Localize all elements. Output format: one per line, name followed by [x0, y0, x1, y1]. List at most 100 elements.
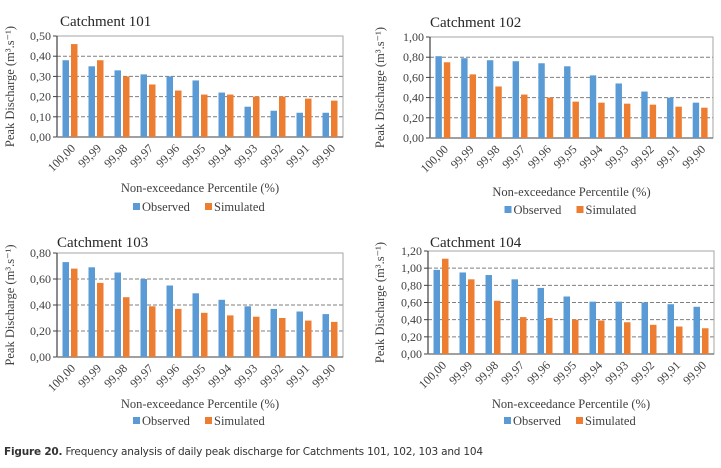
bar-simulated-99-97 — [149, 84, 156, 137]
x-tick-label: 99,98 — [101, 141, 130, 170]
x-tick-label: 99,99 — [75, 361, 104, 390]
bar-simulated-99-96 — [175, 308, 182, 357]
x-tick-label: 99,94 — [576, 142, 605, 171]
legend: Observed Simulated — [504, 414, 636, 428]
bar-observed-99-93 — [244, 306, 251, 357]
bar-observed-99-95 — [192, 80, 199, 137]
x-tick-label: 99,98 — [472, 358, 501, 387]
y-tick-label: 0,00 — [30, 130, 51, 144]
legend-label-simulated: Simulated — [586, 203, 637, 217]
y-axis-label: Peak Discharge (m³.s⁻¹) — [3, 26, 17, 147]
bar-observed-99-90 — [322, 314, 329, 357]
bar-observed-99-99 — [88, 267, 95, 357]
bar-observed-99-93 — [615, 83, 622, 138]
bar-simulated-99-95 — [572, 101, 579, 138]
bar-simulated-99-99 — [97, 60, 104, 137]
bar-observed-99-92 — [641, 91, 648, 138]
legend-swatch-observed — [133, 417, 140, 424]
x-tick-label: 99,93 — [231, 361, 260, 390]
bar-simulated-99-91 — [305, 320, 312, 357]
bar-simulated-99-90 — [331, 321, 338, 357]
legend: Observed Simulated — [133, 200, 265, 214]
bar-simulated-99-92 — [279, 318, 286, 357]
y-tick-label: 0,00 — [401, 347, 422, 361]
chart-catchment-101: Catchment 101 0,00 0,10 0,20 0,30 0,40 0,50 100… — [0, 0, 360, 225]
bar-observed-99-96 — [166, 76, 173, 137]
bar-simulated-99-99 — [468, 279, 475, 354]
bar-simulated-100-00 — [71, 268, 78, 357]
y-tick-label: 0,60 — [403, 70, 424, 84]
bar-simulated-99-99 — [469, 74, 477, 138]
bar-observed-99-95 — [564, 66, 571, 138]
legend-label-observed: Observed — [514, 203, 563, 217]
x-axis-label: Non-exceedance Percentile (%) — [121, 181, 279, 195]
x-tick-label: 99,92 — [257, 141, 286, 170]
bar-simulated-99-95 — [572, 319, 579, 354]
bar-simulated-99-95 — [201, 94, 208, 137]
chart-svg-catchment-103: Catchment 1030,000,200,400,600,80100,009… — [3, 235, 344, 428]
y-tick-label: 0,80 — [401, 278, 422, 292]
y-tick-label: 0,40 — [30, 49, 51, 63]
x-tick-label: 99,96 — [525, 142, 554, 171]
chart-catchment-104: Catchment 104 0,00 0,20 0,40 0,60 0,80 1,00 1,2… — [370, 228, 721, 438]
bar-observed-99-94 — [218, 92, 225, 137]
y-tick-label: 0,40 — [401, 313, 422, 327]
figure-caption-label: Figure 20. — [4, 446, 63, 458]
bar-observed-99-93 — [615, 301, 622, 354]
bar-observed-100-00 — [435, 56, 442, 138]
x-tick-label: 100,00 — [418, 142, 451, 175]
x-tick-label: 99,96 — [524, 358, 553, 387]
x-tick-label: 99,91 — [283, 361, 312, 390]
x-tick-label: 100,00 — [45, 141, 78, 174]
x-tick-label: 99,92 — [257, 361, 286, 390]
x-tick-label: 99,94 — [576, 358, 605, 387]
bar-observed-99-91 — [667, 304, 674, 354]
x-tick-label: 99,94 — [205, 361, 234, 390]
legend-label-observed: Observed — [142, 414, 191, 428]
x-tick-label: 99,97 — [499, 142, 528, 171]
legend-swatch-observed — [504, 417, 511, 424]
bar-observed-99-97 — [140, 279, 147, 357]
bar-observed-99-96 — [537, 287, 544, 354]
bar-simulated-99-96 — [175, 90, 182, 137]
chart-catchment-102: Catchment 102 0,00 0,20 0,40 0,60 0,80 1,00 100… — [370, 0, 721, 225]
bar-simulated-99-93 — [253, 96, 260, 137]
x-tick-label: 99,95 — [179, 141, 208, 170]
x-tick-label: 99,98 — [473, 142, 502, 171]
bar-simulated-99-92 — [650, 324, 657, 354]
x-tick-label: 99,97 — [498, 358, 527, 387]
bar-observed-99-94 — [589, 75, 597, 138]
x-tick-label: 99,91 — [283, 141, 312, 170]
bar-simulated-99-95 — [201, 312, 208, 357]
legend-swatch-simulated — [205, 203, 212, 210]
bar-observed-99-96 — [538, 63, 545, 139]
chart-title: Catchment 104 — [430, 235, 522, 251]
x-tick-label: 100,00 — [416, 358, 449, 391]
bar-simulated-99-94 — [598, 320, 605, 354]
bar-observed-99-91 — [666, 97, 674, 138]
bar-observed-99-92 — [270, 308, 277, 357]
y-tick-label: 0,40 — [403, 91, 424, 105]
bar-simulated-99-98 — [495, 86, 502, 138]
x-tick-label: 99,99 — [75, 141, 104, 170]
y-tick-label: 0,20 — [30, 90, 51, 104]
x-tick-label: 99,99 — [446, 358, 475, 387]
bar-observed-99-98 — [486, 60, 494, 139]
legend: Observed Simulated — [504, 203, 637, 217]
bar-simulated-99-93 — [623, 103, 631, 138]
y-tick-label: 0,50 — [30, 29, 51, 43]
x-axis-label: Non-exceedance Percentile (%) — [492, 185, 650, 199]
bar-observed-100-00 — [62, 262, 69, 357]
y-tick-label: 0,00 — [403, 131, 424, 145]
bar-simulated-99-99 — [97, 282, 104, 357]
x-tick-label: 99,96 — [153, 361, 182, 390]
y-tick-label: 0,80 — [403, 50, 424, 64]
bar-simulated-99-92 — [279, 96, 286, 137]
chart-title: Catchment 101 — [60, 14, 151, 30]
bar-simulated-99-90 — [331, 100, 338, 137]
bar-simulated-99-98 — [123, 76, 130, 137]
x-tick-label: 99,92 — [628, 358, 657, 387]
chart-svg-catchment-104: Catchment 104 0,00 0,20 0,40 0,60 0,80 1,00 1,2… — [373, 235, 715, 428]
bar-simulated-100-00 — [71, 44, 78, 137]
chart-svg-catchment-101: Catchment 101 0,00 0,10 0,20 0,30 0,40 0,50 100… — [3, 14, 344, 214]
